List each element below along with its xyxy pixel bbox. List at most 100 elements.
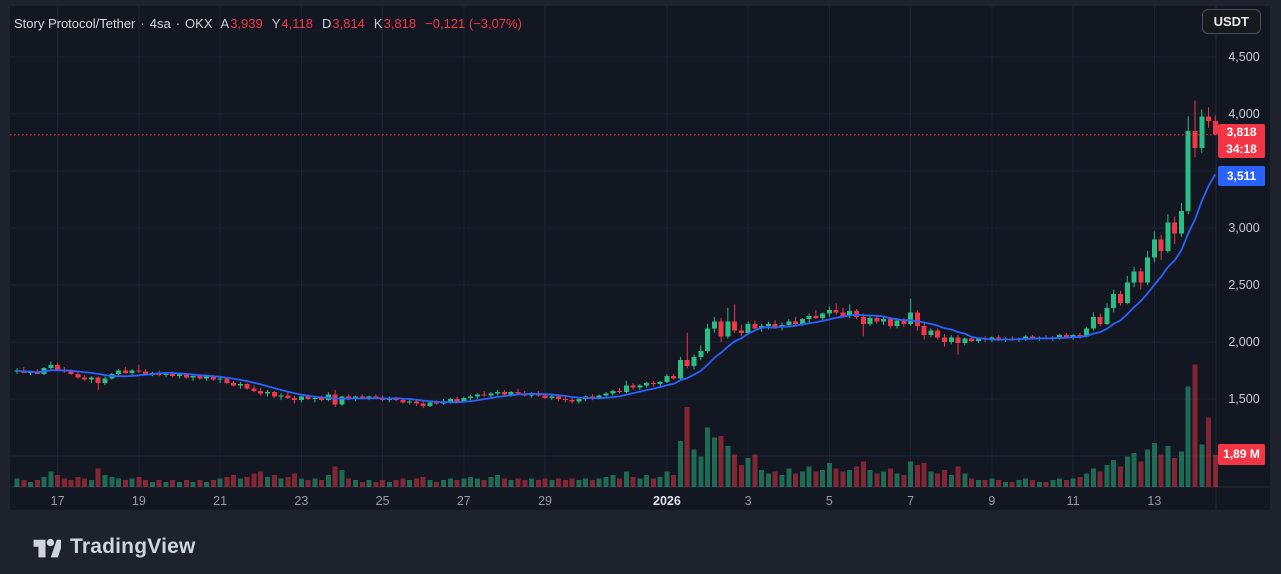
volume-bar — [407, 480, 413, 487]
volume-bar — [1185, 386, 1191, 487]
volume-bar — [650, 478, 656, 487]
volume-bar — [447, 478, 453, 487]
time-axis-label[interactable]: 5 — [826, 494, 833, 508]
volume-bar — [237, 478, 243, 487]
candle-body — [847, 311, 853, 316]
high-value: 4,118 — [281, 15, 313, 31]
volume-bar — [955, 466, 961, 487]
candle-body — [129, 370, 135, 373]
candle-body — [447, 399, 453, 402]
price-axis-label[interactable]: 4,500 — [1228, 50, 1259, 64]
price-axis-label[interactable]: 2,500 — [1228, 278, 1259, 292]
candlestick-price-chart[interactable]: 4,500 4,000 3,000 2,500 2,000 1,500 17 19 21 23 25… — [10, 6, 1270, 510]
bar-countdown: 34:18 — [1226, 142, 1257, 156]
volume-bar — [705, 427, 711, 487]
candle-body — [569, 400, 575, 402]
time-axis-label[interactable]: 9 — [988, 494, 995, 508]
candle-body — [738, 330, 744, 333]
time-axis-label[interactable]: 7 — [907, 494, 914, 508]
candle-body — [948, 337, 954, 342]
time-axis-label[interactable]: 11 — [1067, 494, 1080, 508]
candle-body — [82, 377, 88, 380]
interval-label[interactable]: 4sa — [149, 15, 171, 31]
time-axis-label[interactable]: 21 — [213, 494, 227, 508]
candle-body — [556, 396, 562, 399]
candle-body — [88, 377, 94, 380]
time-axis-label[interactable]: 2026 — [653, 494, 681, 508]
time-axis-label[interactable]: 29 — [538, 494, 552, 508]
volume-bar — [549, 480, 555, 487]
volume-bar — [136, 476, 142, 487]
candle-body — [1057, 335, 1063, 338]
candle-body — [664, 376, 670, 382]
candle-body — [1104, 307, 1110, 324]
volume-bar — [278, 478, 284, 487]
volume-bar — [1192, 364, 1198, 487]
volume-bar — [677, 441, 683, 487]
volume-bar — [881, 471, 887, 487]
candle-body — [55, 364, 61, 370]
candle-body — [278, 395, 284, 397]
candle-body — [1063, 335, 1069, 338]
candle-body — [1084, 328, 1090, 337]
volume-bar — [772, 471, 778, 487]
tradingview-attribution[interactable]: TradingView — [30, 529, 196, 565]
symbol-title[interactable]: Story Protocol/Tether · 4sa · OKX — [14, 16, 213, 31]
volume-bar — [556, 478, 562, 487]
volume-bar — [393, 480, 399, 487]
candle-body — [921, 326, 927, 336]
volume-bar — [1158, 454, 1164, 487]
volume-bar — [244, 476, 250, 487]
price-axis-label[interactable]: 4,000 — [1228, 107, 1259, 121]
volume-bar — [1036, 481, 1042, 487]
time-axis-label[interactable]: 3 — [745, 494, 752, 508]
volume-bar — [908, 461, 914, 487]
volume-bar — [420, 476, 426, 487]
volume-bar — [840, 471, 846, 487]
time-axis-label[interactable]: 13 — [1147, 494, 1161, 508]
volume-bar — [400, 478, 406, 487]
candle-body — [901, 320, 907, 324]
volume-bar — [508, 480, 514, 487]
volume-bar — [88, 480, 94, 487]
price-axis-label[interactable]: 2,000 — [1228, 335, 1259, 349]
price-axis-label[interactable]: 3,000 — [1228, 221, 1259, 235]
volume-bar — [752, 454, 758, 487]
candle-body — [481, 394, 487, 396]
volume-bar — [461, 478, 467, 487]
candle-body — [170, 373, 176, 377]
price-axis-label[interactable]: 1,500 — [1228, 392, 1259, 406]
time-axis-label[interactable]: 19 — [132, 494, 146, 508]
currency-toggle-button[interactable]: USDT — [1201, 9, 1261, 34]
volume-bar — [1199, 444, 1205, 487]
time-axis-label[interactable]: 25 — [376, 494, 390, 508]
candle-body — [176, 373, 182, 377]
candle-body — [488, 393, 494, 396]
candle-body — [1199, 116, 1205, 149]
volume-bar — [1151, 442, 1157, 487]
candle-body — [312, 397, 318, 399]
candle-body — [1192, 131, 1198, 149]
volume-bar — [353, 480, 358, 487]
volume-bar — [95, 468, 101, 487]
time-axis-label[interactable]: 23 — [294, 494, 308, 508]
volume-bar — [14, 478, 20, 487]
volume-bar — [122, 480, 128, 487]
volume-bar — [109, 476, 115, 487]
volume-bar — [813, 471, 819, 487]
time-axis-label[interactable]: 17 — [51, 494, 65, 508]
volume-bar — [55, 475, 61, 487]
time-axis-label[interactable]: 27 — [457, 494, 471, 508]
volume-bar — [860, 461, 866, 487]
volume-bar — [982, 480, 988, 487]
candle-body — [251, 388, 257, 392]
candle-body — [163, 373, 169, 376]
symbol-name: Story Protocol/Tether — [14, 15, 136, 31]
candle-body — [542, 395, 548, 398]
volume-bar — [1030, 480, 1035, 487]
chart-legend: Story Protocol/Tether · 4sa · OKX A 3,939… — [14, 12, 522, 34]
candle-body — [1097, 316, 1103, 324]
candle-body — [501, 392, 507, 395]
volume-bar — [488, 476, 494, 487]
candle-body — [366, 396, 372, 398]
